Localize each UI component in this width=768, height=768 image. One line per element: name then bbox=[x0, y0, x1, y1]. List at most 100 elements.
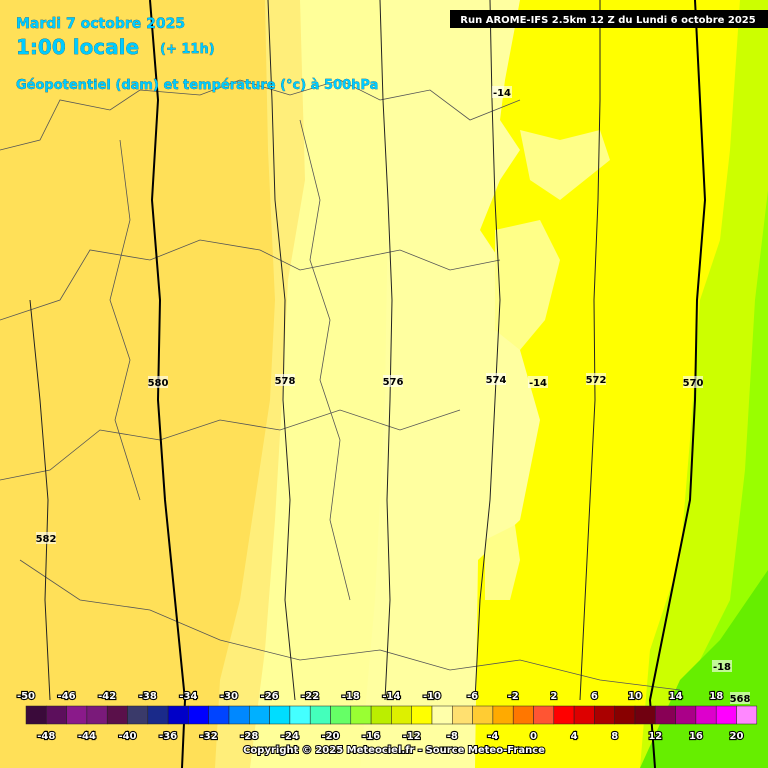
colorbar-swatch bbox=[634, 705, 656, 725]
label-box bbox=[36, 532, 56, 544]
label-box bbox=[712, 660, 732, 672]
colorbar-swatch bbox=[66, 705, 88, 725]
colorbar-swatch bbox=[715, 705, 737, 725]
colorbar-label: 14 bbox=[669, 691, 683, 702]
colorbar-label: -20 bbox=[321, 731, 339, 742]
colorbar-swatch bbox=[614, 705, 636, 725]
date-title: Mardi 7 octobre 2025 bbox=[16, 16, 185, 32]
colorbar-swatch bbox=[736, 705, 758, 725]
colorbar-swatch bbox=[655, 705, 676, 725]
colorbar-swatch bbox=[228, 705, 250, 725]
colorbar-swatch bbox=[309, 705, 331, 725]
colorbar-label: -34 bbox=[179, 691, 197, 702]
colorbar-swatch bbox=[553, 705, 575, 725]
colorbar-swatch bbox=[25, 705, 47, 725]
colorbar-swatch bbox=[249, 705, 270, 725]
colorbar-swatch bbox=[350, 705, 372, 725]
colorbar-label: -18 bbox=[342, 691, 360, 702]
colorbar-label: -38 bbox=[139, 691, 157, 702]
colorbar-swatch bbox=[106, 705, 128, 725]
colorbar-label: -42 bbox=[98, 691, 116, 702]
contour-label: 570 bbox=[683, 378, 704, 389]
colorbar-label: 16 bbox=[689, 731, 703, 742]
colorbar-swatch bbox=[330, 705, 352, 725]
contour-label: 574 bbox=[486, 375, 507, 386]
colorbar-swatch bbox=[208, 705, 230, 725]
colorbar-label: -10 bbox=[423, 691, 441, 702]
temp-band bbox=[495, 220, 560, 350]
contour-label: -14 bbox=[529, 378, 547, 389]
temp-band bbox=[520, 130, 610, 200]
colorbar-swatch bbox=[127, 705, 149, 725]
colorbar-label: -2 bbox=[508, 691, 519, 702]
colorbar-swatch bbox=[167, 705, 189, 725]
colorbar-swatch bbox=[594, 705, 615, 725]
contour-label: 580 bbox=[148, 378, 169, 389]
colorbar-label: -32 bbox=[200, 731, 218, 742]
colorbar-swatch bbox=[188, 705, 209, 725]
run-banner bbox=[450, 10, 768, 28]
contour-label: 578 bbox=[275, 376, 296, 387]
contour-label: -18 bbox=[713, 662, 731, 673]
colorbar-label: 18 bbox=[709, 691, 723, 702]
colorbar-label: -12 bbox=[403, 731, 421, 742]
colorbar-label: -30 bbox=[220, 691, 238, 702]
copyright: Copyright © 2025 Meteociel.fr - Source M… bbox=[243, 745, 545, 756]
colorbar-label: 10 bbox=[628, 691, 642, 702]
contours bbox=[29, 0, 601, 701]
colorbar-label: -26 bbox=[261, 691, 279, 702]
contour-label: 582 bbox=[36, 534, 57, 545]
colorbar-swatch bbox=[370, 705, 392, 725]
colorbar-swatch bbox=[391, 705, 412, 725]
colorbar-label: -50 bbox=[17, 691, 35, 702]
colorbar-swatch bbox=[289, 705, 311, 725]
colorbar-label: -40 bbox=[118, 731, 136, 742]
contour-label: 576 bbox=[383, 377, 404, 388]
colorbar-swatch bbox=[512, 705, 534, 725]
colorbar-label: -36 bbox=[159, 731, 177, 742]
colorbar-swatch bbox=[573, 705, 595, 725]
label-box bbox=[683, 376, 703, 388]
colorbar-label: 0 bbox=[530, 731, 537, 742]
colorbar-label: -24 bbox=[281, 731, 299, 742]
colorbar-swatch bbox=[695, 705, 717, 725]
colorbar-label: -4 bbox=[487, 731, 498, 742]
label-box bbox=[486, 373, 506, 385]
valid-time: 1:00 locale bbox=[16, 35, 139, 59]
colorbar-swatch bbox=[492, 705, 514, 725]
label-box bbox=[383, 375, 403, 387]
run-info: Run AROME-IFS 2.5km 12 Z du Lundi 6 octo… bbox=[460, 15, 755, 26]
colorbar-swatch bbox=[86, 705, 108, 725]
main-contours bbox=[149, 0, 707, 768]
colorbar-swatch bbox=[46, 705, 67, 725]
label-box bbox=[148, 376, 168, 388]
colorbar-swatch bbox=[431, 705, 453, 725]
colorbar-label: -48 bbox=[37, 731, 55, 742]
colorbar-swatch bbox=[472, 705, 494, 725]
colorbar-label: -8 bbox=[447, 731, 458, 742]
colorbar-label: -44 bbox=[78, 731, 96, 742]
colorbar-label: -46 bbox=[58, 691, 76, 702]
contour-label: -14 bbox=[493, 88, 511, 99]
borders bbox=[0, 79, 681, 691]
colorbar-label: -14 bbox=[382, 691, 400, 702]
colorbar-swatch bbox=[533, 705, 555, 725]
label-box bbox=[586, 373, 606, 385]
colorbar-label: 20 bbox=[730, 731, 744, 742]
colorbar-swatch bbox=[411, 705, 433, 725]
colorbar-label: -22 bbox=[301, 691, 319, 702]
colorbar-swatch bbox=[675, 705, 697, 725]
parameter-title: Géopotentiel (dam) et température (°c) à… bbox=[16, 78, 378, 93]
colorbar-label: 8 bbox=[611, 731, 618, 742]
temp-band bbox=[485, 525, 520, 600]
colorbar-label: 6 bbox=[591, 691, 598, 702]
lead-time: (+ 11h) bbox=[160, 42, 215, 57]
colorbar-label: -28 bbox=[240, 731, 258, 742]
label-box bbox=[730, 692, 750, 704]
colorbar-label: -6 bbox=[467, 691, 478, 702]
colorbar-label: 4 bbox=[571, 731, 578, 742]
colorbar-label: 12 bbox=[648, 731, 662, 742]
colorbar-swatch bbox=[147, 705, 169, 725]
contour-label: 568 bbox=[730, 694, 751, 705]
